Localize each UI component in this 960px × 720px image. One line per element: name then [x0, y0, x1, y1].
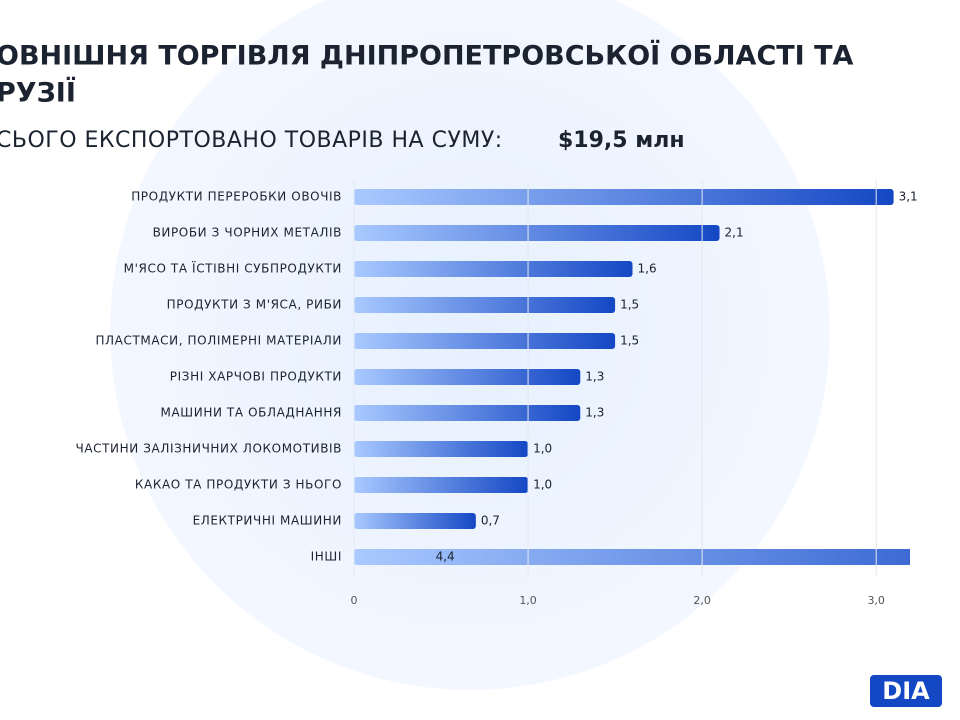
x-tick-label: 3,0 — [867, 594, 885, 607]
bar — [354, 369, 581, 385]
value-label: 1,3 — [585, 406, 604, 420]
bar — [354, 333, 616, 349]
bar — [354, 225, 720, 241]
x-tick-label: 1,0 — [519, 594, 537, 607]
value-label: 0,7 — [481, 514, 500, 528]
chart-title: РУЗІЇ — [0, 77, 76, 109]
category-label: КАКАО ТА ПРОДУКТИ З НЬОГО — [135, 478, 342, 492]
subtitle-value: $19,5 млн — [558, 128, 685, 153]
logo: DIA — [882, 677, 930, 705]
category-label: ЕЛЕКТРИЧНІ МАШИНИ — [193, 514, 342, 528]
value-label: 3,1 — [899, 190, 918, 204]
bar — [354, 441, 529, 457]
value-label: 1,3 — [585, 370, 604, 384]
x-tick-label: 2,0 — [693, 594, 711, 607]
category-label: МАШИНИ ТА ОБЛАДНАННЯ — [161, 406, 342, 420]
category-label: ІНШІ — [311, 550, 342, 564]
x-tick-label: 0 — [351, 594, 358, 607]
category-label: ПЛАСТМАСИ, ПОЛІМЕРНІ МАТЕРІАЛИ — [95, 334, 342, 348]
plot-area — [354, 189, 910, 565]
bar — [354, 477, 529, 493]
value-label: 1,6 — [638, 262, 657, 276]
chart-title: ОВНІШНЯ ТОРГІВЛЯ ДНІПРОПЕТРОВСЬКОЇ ОБЛАС… — [0, 40, 854, 72]
bar — [354, 549, 910, 565]
value-label: 4,4 — [436, 550, 455, 564]
category-label: М'ЯСО ТА ЇСТІВНІ СУБПРОДУКТИ — [124, 261, 342, 276]
bar — [354, 405, 581, 421]
bar — [354, 513, 476, 529]
value-label: 1,5 — [620, 298, 639, 312]
logo-box — [870, 675, 942, 707]
value-label: 2,1 — [725, 226, 744, 240]
bar — [354, 261, 633, 277]
category-label: ПРОДУКТИ ПЕРЕРОБКИ ОВОЧІВ — [131, 190, 342, 204]
subtitle: СЬОГО ЕКСПОРТОВАНО ТОВАРІВ НА СУМУ: — [0, 128, 503, 153]
category-label: ВИРОБИ З ЧОРНИХ МЕТАЛІВ — [153, 226, 342, 240]
bar — [354, 189, 894, 205]
category-label: ПРОДУКТИ З М'ЯСА, РИБИ — [167, 298, 342, 312]
category-label: ЧАСТИНИ ЗАЛІЗНИЧНИХ ЛОКОМОТИВІВ — [76, 442, 343, 456]
value-label: 1,5 — [620, 334, 639, 348]
bar — [354, 297, 616, 313]
value-label: 1,0 — [533, 442, 552, 456]
category-label: РІЗНІ ХАРЧОВІ ПРОДУКТИ — [170, 370, 342, 384]
value-label: 1,0 — [533, 478, 552, 492]
